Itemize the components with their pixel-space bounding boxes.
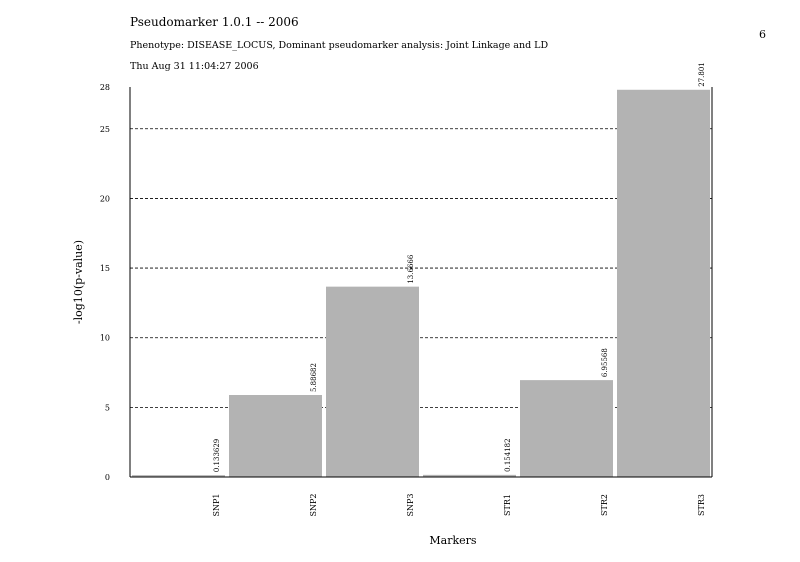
y-tick-label: 25 — [100, 125, 110, 134]
y-axis-ticks: 0 5 10 15 20 25 28 — [100, 83, 110, 482]
x-tick-label: SNP1 — [212, 494, 221, 517]
chart-title: Pseudomarker 1.0.1 -- 2006 — [130, 15, 299, 29]
y-tick-label: 28 — [100, 83, 110, 92]
page-number: 6 — [759, 28, 766, 41]
bar-value-label: 13.6666 — [407, 254, 415, 283]
y-tick-label: 10 — [100, 334, 110, 343]
bar — [132, 475, 225, 477]
x-tick-label: STR2 — [600, 494, 609, 516]
phenotype-subtitle: Phenotype: DISEASE_LOCUS, Dominant pseud… — [130, 40, 549, 51]
bar-value-label: 0.154182 — [504, 438, 512, 471]
bar — [423, 474, 516, 477]
bar-value-label: 5.88682 — [310, 363, 318, 392]
x-tick-label: STR3 — [697, 494, 706, 516]
y-tick-label: 5 — [105, 403, 110, 412]
x-tick-label: SNP2 — [309, 494, 318, 517]
bar-value-labels: 0.133629 5.88682 13.6666 0.154182 6.95568 27.… — [213, 62, 706, 472]
y-axis-label: -log10(p-value) — [72, 240, 85, 324]
bar — [229, 395, 322, 477]
bar-value-label: 0.133629 — [213, 439, 221, 472]
bar — [617, 89, 710, 477]
y-tick-label: 15 — [100, 264, 110, 273]
run-date: Thu Aug 31 11:04:27 2006 — [130, 61, 259, 72]
y-tick-label: 20 — [100, 194, 110, 203]
bar-value-label: 27.801 — [698, 62, 706, 87]
x-tick-label: STR1 — [503, 494, 512, 516]
bar — [520, 380, 613, 477]
y-tick-label: 0 — [105, 473, 110, 482]
x-axis-ticks: SNP1 SNP2 SNP3 STR1 STR2 STR3 — [212, 494, 706, 517]
bar — [326, 286, 419, 477]
grid-lines — [130, 128, 712, 408]
bars — [132, 89, 710, 477]
x-axis-label: Markers — [429, 534, 477, 547]
bar-value-label: 6.95568 — [601, 348, 609, 377]
x-tick-label: SNP3 — [406, 494, 415, 517]
